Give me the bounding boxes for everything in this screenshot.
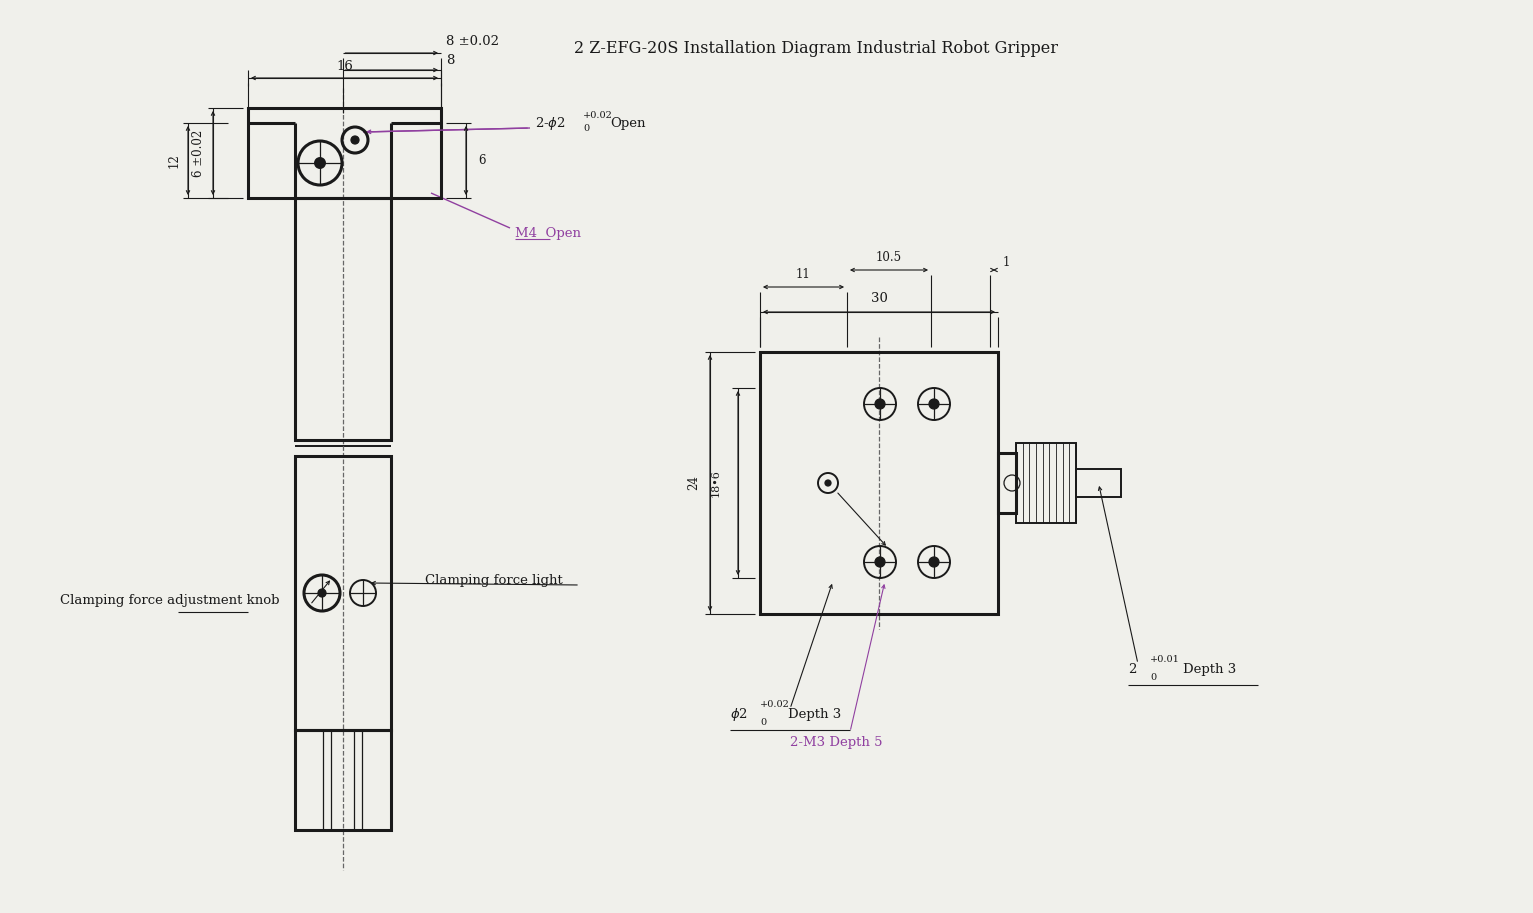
Text: +0.01: +0.01 <box>1150 655 1180 664</box>
Text: 6: 6 <box>478 154 486 167</box>
Text: M4  Open: M4 Open <box>515 226 581 239</box>
Text: 2 Z-EFG-20S Installation Diagram Industrial Robot Gripper: 2 Z-EFG-20S Installation Diagram Industr… <box>575 40 1058 57</box>
Text: 12: 12 <box>167 153 181 168</box>
Circle shape <box>351 136 359 144</box>
Circle shape <box>875 399 885 409</box>
Text: Clamping force adjustment knob: Clamping force adjustment knob <box>60 593 279 606</box>
Text: 8 ±0.02: 8 ±0.02 <box>446 35 500 47</box>
Text: Depth 3: Depth 3 <box>788 708 842 720</box>
Text: +0.02: +0.02 <box>583 110 613 120</box>
Text: 11: 11 <box>796 268 811 280</box>
Text: 8: 8 <box>446 54 454 67</box>
Text: 0: 0 <box>583 123 589 132</box>
Circle shape <box>314 158 325 168</box>
Bar <box>294 456 391 730</box>
Text: 18•6: 18•6 <box>711 469 721 497</box>
Bar <box>294 198 391 440</box>
Text: 0: 0 <box>760 718 766 727</box>
Bar <box>248 108 442 198</box>
Text: $\phi$2: $\phi$2 <box>730 706 748 722</box>
Text: 2-M3 Depth 5: 2-M3 Depth 5 <box>789 736 883 749</box>
Text: 2-$\phi$2: 2-$\phi$2 <box>535 114 566 131</box>
Circle shape <box>825 480 831 486</box>
Text: 24: 24 <box>687 476 701 490</box>
Bar <box>760 352 998 614</box>
Text: +0.02: +0.02 <box>760 699 789 708</box>
Text: 1: 1 <box>1003 256 1010 268</box>
Text: 0: 0 <box>1150 673 1156 681</box>
Circle shape <box>929 557 940 567</box>
Text: 6 ±0.02: 6 ±0.02 <box>192 130 204 176</box>
Text: 16: 16 <box>336 59 353 72</box>
Text: Depth 3: Depth 3 <box>1183 663 1236 676</box>
Text: Open: Open <box>610 117 645 130</box>
Text: 2: 2 <box>1128 663 1136 676</box>
Bar <box>998 453 1016 513</box>
Text: 10.5: 10.5 <box>875 250 901 264</box>
Circle shape <box>929 399 940 409</box>
Bar <box>294 730 391 830</box>
Bar <box>1076 469 1121 497</box>
Text: 30: 30 <box>871 291 888 305</box>
Text: Clamping force light: Clamping force light <box>425 573 563 586</box>
Bar <box>1016 443 1076 523</box>
Circle shape <box>875 557 885 567</box>
Circle shape <box>317 589 327 597</box>
